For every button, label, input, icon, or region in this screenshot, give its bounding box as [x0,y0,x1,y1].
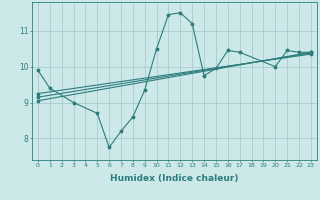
X-axis label: Humidex (Indice chaleur): Humidex (Indice chaleur) [110,174,239,183]
